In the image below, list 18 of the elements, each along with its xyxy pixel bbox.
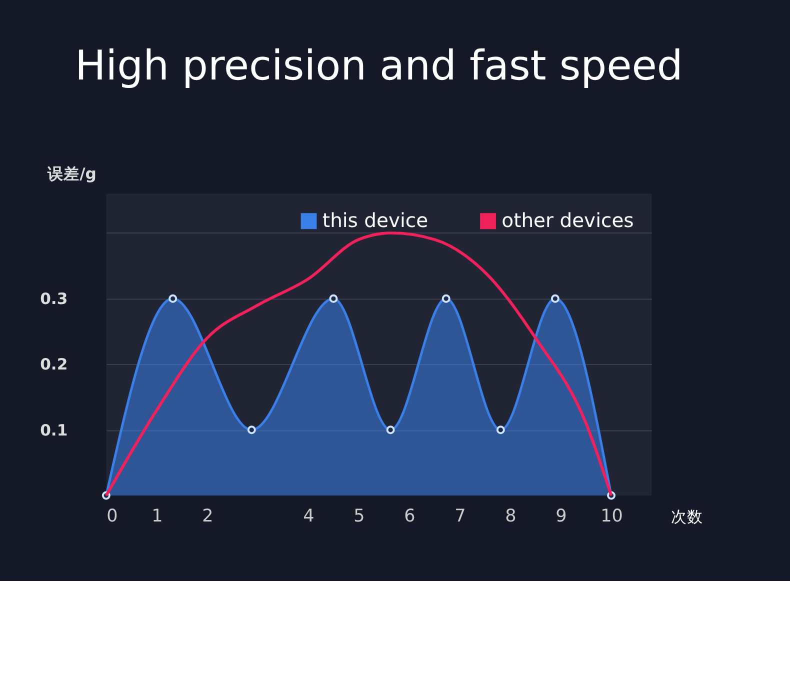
x-tick-label: 7 [454,506,466,526]
x-axis-title: 次数 [671,508,704,526]
x-tick-label: 6 [404,506,416,526]
x-tick-label: 2 [202,506,214,526]
x-tick-label: 5 [354,506,365,526]
y-tick-label: 0.2 [40,356,68,374]
x-tick-label: 1 [152,506,163,526]
chart-title: High precision and fast speed [74,42,683,90]
x-tick-label: 4 [303,506,314,526]
x-tick-label: 8 [505,506,516,526]
y-tick-label: 0.3 [40,290,68,308]
x-tick-label: 0 [106,506,118,526]
y-axis-title: 误差/g [46,164,96,183]
y-tick-label: 0.1 [40,421,68,440]
x-tick-label: 9 [556,506,567,526]
x-tick-label: 10 [600,506,623,526]
legend-label: other devices [502,208,634,232]
legend-label: this device [322,208,428,232]
